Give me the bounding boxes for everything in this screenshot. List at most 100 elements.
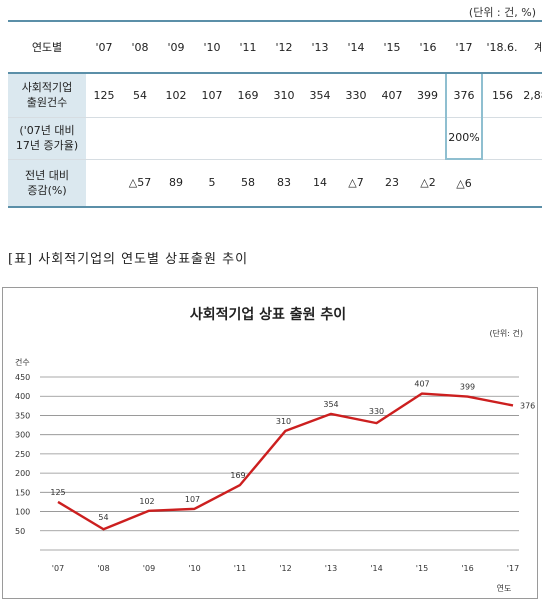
table-header-row: 연도별 '07'08'09'10'11'12'13'14'15'16'17'18…	[8, 20, 542, 74]
x-tick-label: '12	[279, 564, 291, 573]
data-label: 376	[520, 401, 535, 410]
data-label: 354	[323, 400, 338, 409]
row-header-line: 17년 증가율)	[15, 139, 79, 152]
y-tick-label: 350	[15, 411, 30, 420]
table-row-header: 전년 대비 증감(%)	[8, 159, 86, 208]
table-cell: 102	[158, 73, 194, 118]
table-column-header: '08	[122, 20, 158, 74]
y-tick-label: 250	[15, 450, 30, 459]
data-label: 107	[185, 495, 200, 504]
table-cell: 83	[266, 159, 302, 208]
table-cell: △7	[338, 159, 374, 208]
y-tick-label: 100	[15, 508, 30, 517]
table-cell	[230, 117, 266, 160]
table-column-header: '09	[158, 20, 194, 74]
row-header-line: 전년 대비	[25, 168, 69, 182]
x-tick-label: '09	[143, 564, 155, 573]
table-cell: 23	[374, 159, 410, 208]
table-cell	[158, 117, 194, 160]
table-cell	[522, 159, 542, 208]
table-cell: 5	[194, 159, 230, 208]
table-column-header: '15	[374, 20, 410, 74]
table-cell: 89	[158, 159, 194, 208]
x-tick-label: '15	[416, 564, 428, 573]
table-cell	[482, 117, 522, 160]
table-cell: 200%	[445, 117, 483, 160]
stats-table: 연도별 '07'08'09'10'11'12'13'14'15'16'17'18…	[8, 20, 542, 208]
table-cell: 407	[374, 73, 410, 118]
y-tick-label: 150	[15, 488, 30, 497]
x-tick-label: '08	[97, 564, 109, 573]
table-column-header: '14	[338, 20, 374, 74]
data-label: 407	[414, 380, 429, 389]
table-row: 사회적기업 출원건수 125 54 102 107 169 310 354 330 407 399 37…	[8, 72, 542, 118]
y-tick-label: 200	[15, 469, 30, 478]
data-label: 54	[98, 513, 108, 522]
series-line	[57, 392, 514, 531]
chart-title: 사회적기업 상표 출원 추이	[190, 306, 346, 323]
x-tick-label: '17	[507, 564, 519, 573]
table-cell: 354	[302, 73, 338, 118]
table-cell	[266, 117, 302, 160]
table-cell	[410, 117, 446, 160]
chart-container: 사회적기업 상표 출원 추이 (단위: 건) 건수 연도 450 400 350 30…	[2, 287, 538, 599]
table-cell	[338, 117, 374, 160]
data-label: 330	[369, 407, 384, 416]
table-column-header: 계	[522, 20, 542, 74]
data-label: 310	[276, 417, 291, 426]
x-axis-label: 연도	[497, 584, 512, 593]
row-header-line: 사회적기업	[21, 81, 73, 95]
table-row: 전년 대비 증감(%) △57 89 5 58 83 14 △7 23 △2 △6	[8, 159, 542, 208]
x-tick-label: '07	[52, 564, 64, 573]
table-cell	[374, 117, 410, 160]
table-cell: 330	[338, 73, 374, 118]
y-tick-label: 300	[15, 431, 30, 440]
table-row-header: ('07년 대비 17년 증가율)	[8, 117, 86, 160]
table-column-header: '13	[302, 20, 338, 74]
table-cell	[86, 159, 122, 208]
y-tick-label: 450	[15, 373, 30, 382]
data-label: 125	[50, 488, 65, 497]
chart-unit-label: (단위: 건)	[489, 328, 523, 338]
row-header-line: ('07년 대비	[19, 124, 75, 137]
table-cell: △6	[446, 159, 482, 208]
table-cell	[86, 117, 122, 160]
table-row-header: 사회적기업 출원건수	[8, 73, 86, 118]
x-tick-label: '10	[188, 564, 200, 573]
row-header-line: 증감(%)	[27, 183, 67, 197]
data-label: 102	[139, 497, 154, 506]
table-column-header: '18.6.	[482, 20, 522, 74]
row-header-line: 출원건수	[26, 96, 68, 110]
table-column-header: '17	[446, 20, 482, 74]
x-tick-label: '16	[461, 564, 473, 573]
table-cell: △2	[410, 159, 446, 208]
table-cell: 310	[266, 73, 302, 118]
table-cell: 125	[86, 73, 122, 118]
table-cell: 376	[445, 72, 483, 118]
table-cell	[482, 159, 522, 208]
table-cell: 107	[194, 73, 230, 118]
table-corner-header: 연도별	[8, 20, 86, 74]
table-cell: 156	[482, 73, 522, 118]
data-label: 169	[230, 471, 245, 480]
table-column-header: '07	[86, 20, 122, 74]
y-tick-label: 400	[15, 392, 30, 401]
table-cell: 169	[230, 73, 266, 118]
table-cell: 399	[410, 73, 446, 118]
data-label: 399	[460, 383, 475, 392]
table-cell: 54	[122, 73, 158, 118]
x-tick-label: '11	[234, 564, 246, 573]
table-cell: 14	[302, 159, 338, 208]
table-cell	[122, 117, 158, 160]
table-cell: △57	[122, 159, 158, 208]
table-column-header: '11	[230, 20, 266, 74]
table-column-header: '10	[194, 20, 230, 74]
table-column-header: '12	[266, 20, 302, 74]
unit-note: (단위 : 건, %)	[468, 6, 536, 19]
table-cell	[194, 117, 230, 160]
x-tick-label: '14	[370, 564, 382, 573]
table-caption: [표] 사회적기업의 연도별 상표출원 추이	[8, 252, 249, 267]
table-column-header: '16	[410, 20, 446, 74]
x-tick-label: '13	[325, 564, 337, 573]
y-axis-label: 건수	[15, 357, 30, 367]
